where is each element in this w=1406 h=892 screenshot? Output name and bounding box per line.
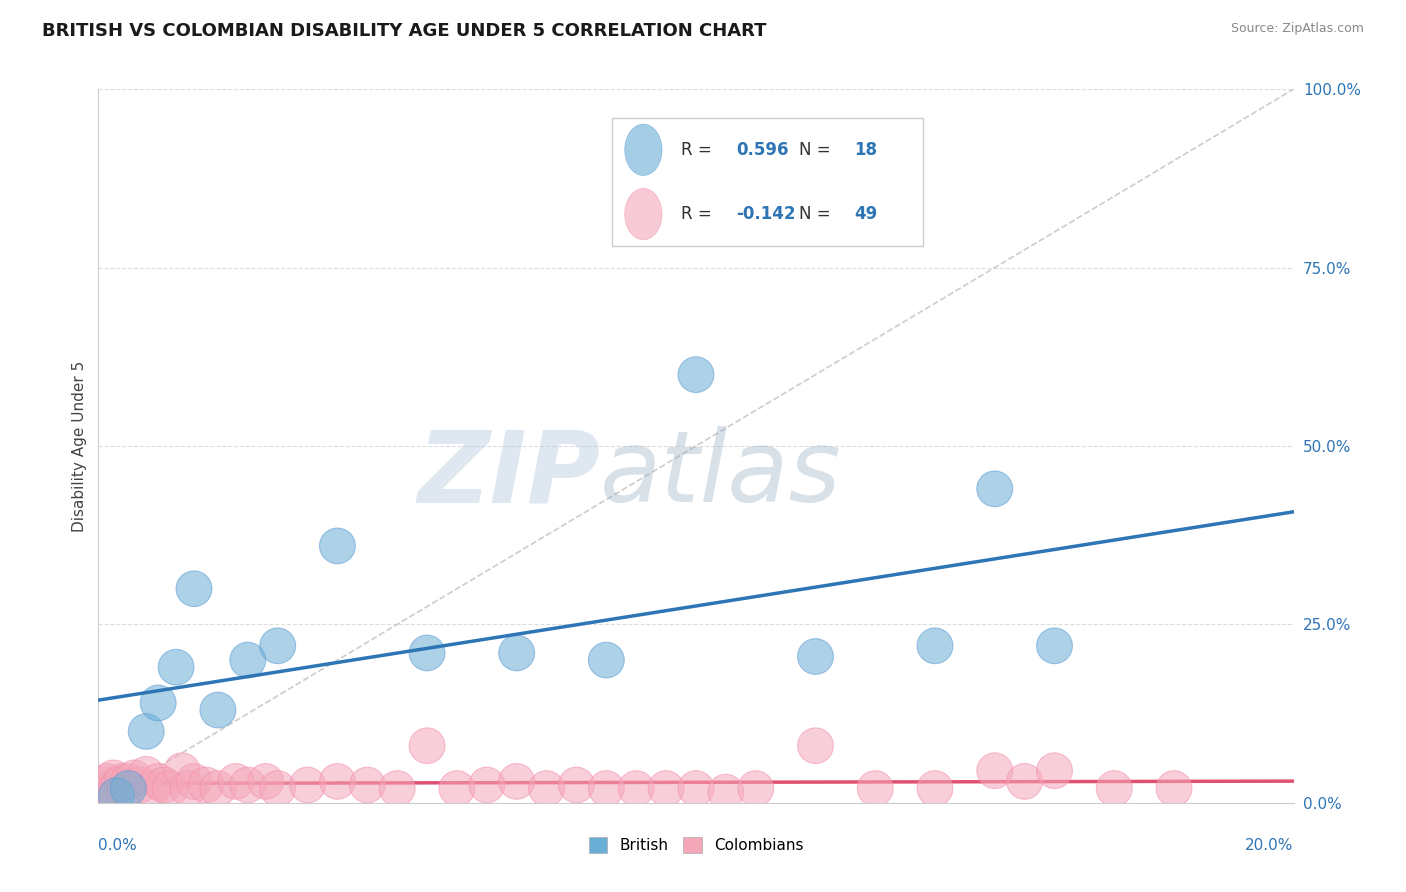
Y-axis label: Disability Age Under 5: Disability Age Under 5 bbox=[72, 360, 87, 532]
Ellipse shape bbox=[122, 767, 159, 803]
Ellipse shape bbox=[231, 642, 266, 678]
Ellipse shape bbox=[797, 728, 834, 764]
Ellipse shape bbox=[87, 767, 122, 803]
Ellipse shape bbox=[738, 771, 773, 806]
Ellipse shape bbox=[218, 764, 254, 799]
Ellipse shape bbox=[917, 771, 953, 806]
Ellipse shape bbox=[231, 767, 266, 803]
Ellipse shape bbox=[797, 639, 834, 674]
Ellipse shape bbox=[152, 771, 188, 806]
Ellipse shape bbox=[200, 692, 236, 728]
Ellipse shape bbox=[977, 471, 1012, 507]
Text: Source: ZipAtlas.com: Source: ZipAtlas.com bbox=[1230, 22, 1364, 36]
Ellipse shape bbox=[170, 771, 207, 806]
Ellipse shape bbox=[146, 767, 183, 803]
Ellipse shape bbox=[165, 753, 200, 789]
Text: atlas: atlas bbox=[600, 426, 842, 523]
Ellipse shape bbox=[107, 771, 143, 806]
Ellipse shape bbox=[110, 764, 146, 799]
Ellipse shape bbox=[319, 528, 356, 564]
Ellipse shape bbox=[96, 760, 131, 796]
Ellipse shape bbox=[319, 764, 356, 799]
Ellipse shape bbox=[558, 767, 595, 803]
Ellipse shape bbox=[1036, 753, 1073, 789]
Ellipse shape bbox=[648, 771, 685, 806]
Ellipse shape bbox=[104, 764, 141, 799]
Ellipse shape bbox=[1036, 628, 1073, 664]
Ellipse shape bbox=[470, 767, 505, 803]
Ellipse shape bbox=[247, 764, 284, 799]
Ellipse shape bbox=[200, 771, 236, 806]
Ellipse shape bbox=[90, 764, 125, 799]
Ellipse shape bbox=[409, 728, 446, 764]
Ellipse shape bbox=[917, 628, 953, 664]
Ellipse shape bbox=[101, 767, 138, 803]
Text: 0.0%: 0.0% bbox=[98, 838, 138, 854]
Legend: British, Colombians: British, Colombians bbox=[582, 831, 810, 859]
Ellipse shape bbox=[350, 767, 385, 803]
Ellipse shape bbox=[709, 774, 744, 810]
Ellipse shape bbox=[93, 771, 128, 806]
Ellipse shape bbox=[128, 756, 165, 792]
Ellipse shape bbox=[260, 771, 295, 806]
Ellipse shape bbox=[499, 635, 534, 671]
Ellipse shape bbox=[499, 764, 534, 799]
Ellipse shape bbox=[858, 771, 893, 806]
Text: 20.0%: 20.0% bbox=[1246, 838, 1294, 854]
Ellipse shape bbox=[176, 764, 212, 799]
Ellipse shape bbox=[98, 778, 135, 814]
Ellipse shape bbox=[409, 635, 446, 671]
Ellipse shape bbox=[141, 685, 176, 721]
Ellipse shape bbox=[141, 764, 176, 799]
Ellipse shape bbox=[117, 760, 152, 796]
Ellipse shape bbox=[188, 767, 224, 803]
Ellipse shape bbox=[589, 642, 624, 678]
Ellipse shape bbox=[1007, 764, 1043, 799]
Text: ZIP: ZIP bbox=[418, 426, 600, 523]
Ellipse shape bbox=[1156, 771, 1192, 806]
Ellipse shape bbox=[260, 628, 295, 664]
Ellipse shape bbox=[1097, 771, 1132, 806]
Ellipse shape bbox=[128, 714, 165, 749]
Ellipse shape bbox=[380, 771, 415, 806]
Ellipse shape bbox=[678, 771, 714, 806]
Ellipse shape bbox=[110, 771, 146, 806]
Ellipse shape bbox=[678, 357, 714, 392]
Ellipse shape bbox=[176, 571, 212, 607]
Ellipse shape bbox=[529, 771, 565, 806]
Ellipse shape bbox=[135, 771, 170, 806]
Ellipse shape bbox=[589, 771, 624, 806]
Ellipse shape bbox=[977, 753, 1012, 789]
Ellipse shape bbox=[619, 771, 654, 806]
Text: BRITISH VS COLOMBIAN DISABILITY AGE UNDER 5 CORRELATION CHART: BRITISH VS COLOMBIAN DISABILITY AGE UNDE… bbox=[42, 22, 766, 40]
Ellipse shape bbox=[98, 771, 135, 806]
Ellipse shape bbox=[439, 771, 475, 806]
Ellipse shape bbox=[159, 649, 194, 685]
Ellipse shape bbox=[290, 767, 326, 803]
